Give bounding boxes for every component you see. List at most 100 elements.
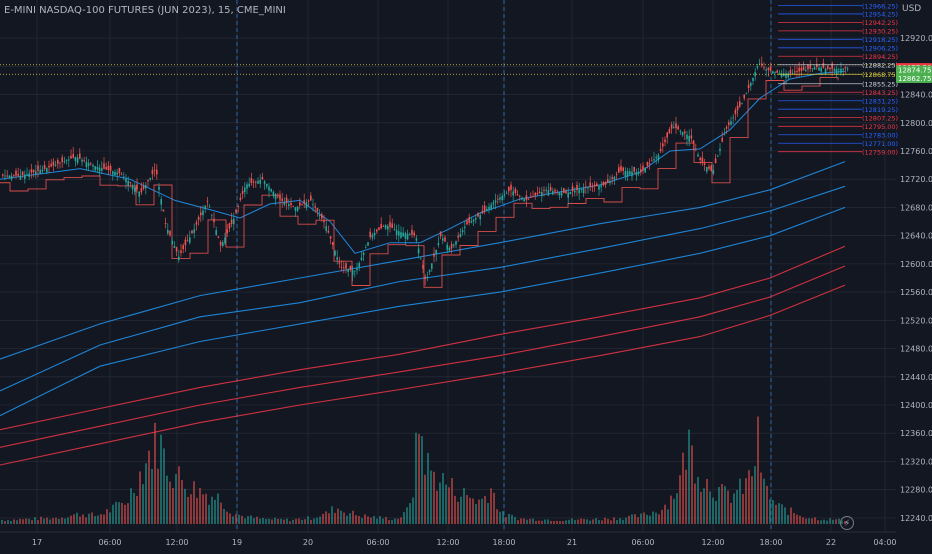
candle-body <box>2 174 4 176</box>
candle-body <box>681 132 684 136</box>
candle-body <box>666 132 668 138</box>
volume-bar <box>775 504 777 524</box>
candle-body <box>477 213 479 217</box>
volume-bar <box>718 487 720 524</box>
currency-label: USD <box>902 4 922 14</box>
candle-body <box>833 68 836 71</box>
candle-body <box>37 165 39 171</box>
candle-body <box>46 168 48 173</box>
y-tick-label: 12840.00 <box>900 91 932 100</box>
candle-body <box>222 242 224 247</box>
envelope-band-line <box>0 206 846 417</box>
volume-bar <box>235 514 237 524</box>
candle-body <box>530 196 532 198</box>
candle-body <box>578 189 580 194</box>
candle-body <box>41 169 44 172</box>
candle-body <box>556 191 558 193</box>
candle-body <box>362 252 365 256</box>
candle-body <box>525 195 528 201</box>
volume-bar <box>265 518 267 524</box>
candle-body <box>81 159 83 162</box>
volume-bar <box>682 452 684 524</box>
volume-bar <box>838 518 840 524</box>
candle-body <box>153 169 156 171</box>
candle-body <box>796 71 798 72</box>
candle-body <box>87 162 90 166</box>
volume-bar <box>136 495 138 524</box>
volume-bar <box>460 496 462 524</box>
candle-body <box>8 175 11 179</box>
candle-body <box>343 267 345 269</box>
volume-bar <box>352 510 354 524</box>
candle-body <box>637 172 640 174</box>
candle-body <box>772 71 774 74</box>
y-tick-label: 12640.00 <box>900 232 932 241</box>
volume-bar <box>823 519 825 524</box>
level-label: (12966.25) <box>862 2 898 10</box>
volume-bar <box>412 497 414 524</box>
candle-body <box>391 223 393 229</box>
candle-body <box>479 214 481 220</box>
candle-body <box>813 67 816 70</box>
volume-bar <box>148 450 150 524</box>
volume-bar <box>598 520 600 524</box>
volume-bar <box>397 518 399 524</box>
volume-bar <box>757 416 759 524</box>
y-tick-label: 12920.00 <box>900 34 932 43</box>
candle-body <box>435 249 437 255</box>
volume-bar <box>574 520 576 524</box>
candle-body <box>822 63 825 69</box>
volume-bar <box>118 502 120 524</box>
y-tick-label: 12800.00 <box>900 119 932 128</box>
y-tick-label: 12440.00 <box>900 373 932 382</box>
candle-body <box>327 230 330 233</box>
candle-body <box>424 276 426 279</box>
candle-body <box>620 166 622 171</box>
candle-body <box>664 139 666 143</box>
candle-body <box>402 232 404 237</box>
candle-body <box>615 174 618 175</box>
candle-body <box>70 155 72 159</box>
volume-bar <box>553 520 555 524</box>
candle-body <box>186 240 189 242</box>
candle-body <box>679 130 682 132</box>
candle-body <box>340 266 343 268</box>
candle-body <box>215 230 217 235</box>
volume-bar <box>358 515 360 524</box>
volume-bar <box>427 453 429 524</box>
level-label: (12954.25) <box>862 11 898 19</box>
candle-body <box>266 183 268 187</box>
candle-body <box>307 200 310 202</box>
volume-bar <box>724 486 726 524</box>
level-label: (12819.25) <box>862 106 898 114</box>
volume-bar <box>247 516 249 524</box>
candle-body <box>604 181 607 185</box>
lightning-icon[interactable]: ⚡ <box>840 516 854 530</box>
candle-body <box>541 191 543 197</box>
candle-body <box>820 67 822 72</box>
candle-body <box>624 171 627 177</box>
candle-body <box>794 71 796 73</box>
candle-body <box>448 247 451 251</box>
candle-body <box>552 191 554 195</box>
candle-body <box>651 160 653 162</box>
volume-bar <box>70 515 72 524</box>
candle-body <box>101 168 103 171</box>
candle-body <box>587 187 589 189</box>
volume-bar <box>541 520 543 524</box>
volume-bar <box>160 434 162 524</box>
volume-bar <box>310 519 312 524</box>
level-label: (12795.00) <box>862 123 898 131</box>
candle-body <box>202 210 204 216</box>
candle-body <box>527 198 530 200</box>
volume-bar <box>451 477 453 524</box>
candle-body <box>629 171 631 175</box>
candle-body <box>576 184 578 191</box>
candle-body <box>224 237 226 244</box>
volume-bar <box>649 515 651 524</box>
envelope-band-line <box>0 265 846 448</box>
candle-body <box>798 67 800 72</box>
volume-bar <box>454 495 456 524</box>
